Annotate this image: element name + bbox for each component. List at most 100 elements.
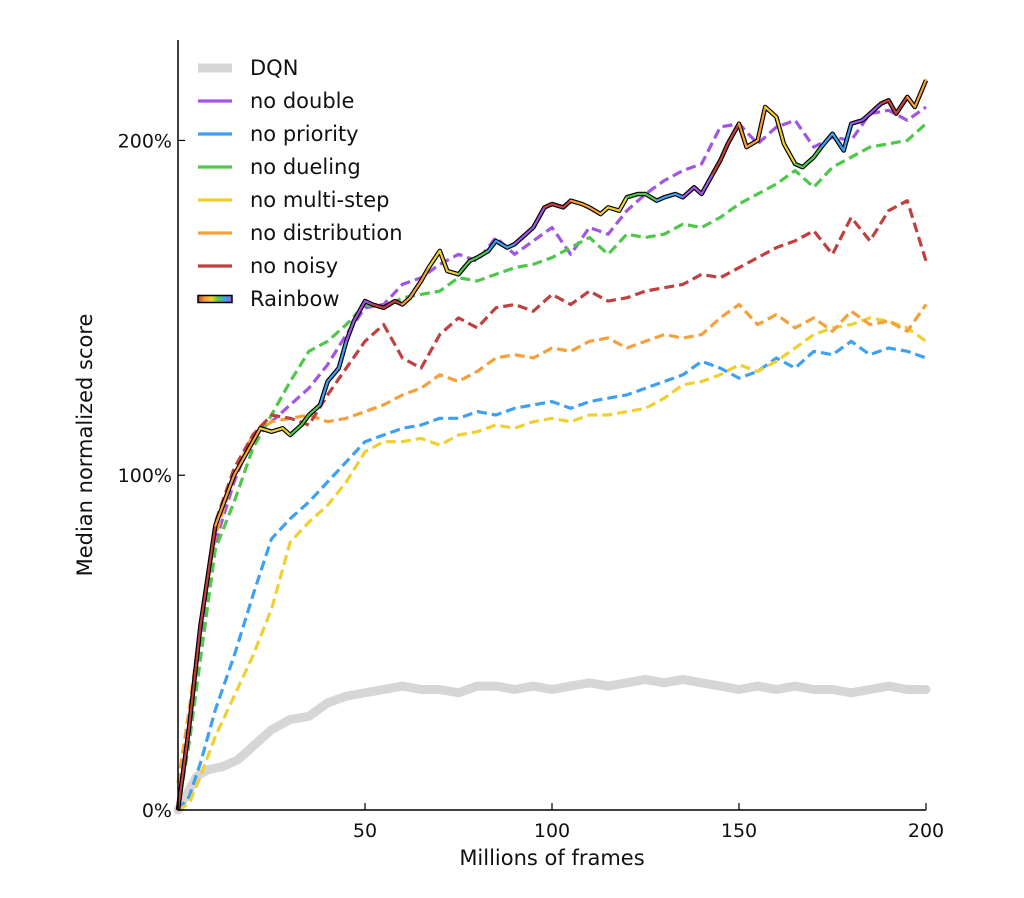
x-axis-title: Millions of frames [459, 846, 644, 870]
series-line [177, 316, 927, 812]
series-segment [393, 300, 404, 306]
series-segment [700, 172, 714, 196]
series-dqn [173, 674, 931, 815]
series-segment [580, 202, 591, 209]
series-segment [588, 206, 602, 216]
x-tick-label: 150 [721, 820, 757, 842]
series-segment [880, 99, 890, 105]
series-segment [214, 474, 236, 527]
series-line [173, 674, 931, 815]
legend-label: no multi-step [250, 188, 390, 212]
series-segment [506, 243, 516, 249]
series-segment [569, 199, 584, 206]
series-segment [644, 192, 658, 202]
series-segment [693, 186, 703, 196]
series-line [176, 339, 927, 812]
series-segment [681, 186, 696, 199]
series-no-priority [176, 339, 927, 812]
series-segment [199, 524, 217, 627]
axes: 50 100 150 200 0% 100% 200% [118, 40, 944, 842]
y-tick-label: 0% [142, 800, 172, 822]
plot-area [173, 79, 931, 815]
legend-item-rainbow: Rainbow [197, 287, 340, 311]
series-segment [259, 427, 273, 433]
legend-item-no-dueling: no dueling [198, 155, 361, 179]
series-segment [176, 725, 191, 812]
series-segment [894, 95, 909, 115]
x-tick-label: 50 [353, 820, 377, 842]
series-segment [468, 256, 479, 263]
series-segment [625, 192, 640, 199]
series-segment [599, 206, 610, 216]
series-segment [764, 105, 778, 119]
series-segment [326, 366, 340, 383]
series-rainbow [175, 79, 929, 812]
series-segment [446, 269, 460, 276]
series-segment [861, 112, 872, 122]
series-segment [745, 139, 759, 149]
series-segment [382, 300, 397, 309]
series-segment [782, 142, 797, 165]
series-segment [562, 199, 572, 209]
series-segment [913, 79, 928, 109]
series-segment [887, 99, 898, 115]
y-axis-title: Median normalized score [73, 314, 97, 577]
series-segment [476, 249, 490, 259]
series-no-multi-step [177, 316, 927, 812]
series-segment [281, 427, 292, 437]
series-segment [775, 115, 785, 145]
legend-item-no-double: no double [198, 89, 354, 113]
series-line [176, 199, 928, 804]
series-segment [820, 132, 834, 149]
series-segment [363, 300, 374, 306]
series-segment [352, 300, 367, 323]
series-segment [719, 142, 729, 162]
series-segment [711, 159, 722, 176]
series-segment [618, 196, 628, 212]
legend-label: no noisy [250, 254, 338, 278]
legend-label: DQN [250, 56, 298, 80]
series-segment [737, 122, 748, 149]
series-segment [831, 132, 845, 152]
legend-label: no distribution [250, 221, 403, 245]
y-tick-label: 100% [118, 465, 172, 487]
series-segment [319, 380, 329, 407]
series-segment [270, 427, 284, 433]
legend-label: no priority [250, 122, 359, 146]
legend-swatch [197, 294, 233, 304]
series-segment [427, 249, 441, 269]
series-segment [606, 206, 621, 212]
series-segment [812, 146, 823, 159]
series-line [176, 105, 927, 811]
legend-label: no double [250, 89, 354, 113]
series-segment [793, 162, 804, 169]
series-segment [307, 403, 322, 417]
y-ticks: 0% 100% 200% [118, 130, 185, 822]
series-segment [674, 192, 685, 199]
series-segment [233, 440, 254, 477]
series-segment [513, 233, 527, 246]
y-tick-label: 200% [118, 130, 172, 152]
series-segment [906, 95, 916, 109]
series-segment [543, 202, 554, 209]
series-segment [663, 192, 677, 199]
legend-item-no-noisy: no noisy [198, 254, 338, 278]
x-ticks: 50 100 150 200 [353, 803, 944, 842]
series-segment [408, 279, 423, 299]
series-no-noisy [176, 199, 928, 804]
legend-item-no-priority: no priority [198, 122, 359, 146]
series-no-double [176, 105, 927, 811]
series-segment [801, 156, 815, 169]
series-segment [438, 249, 449, 273]
series-segment [550, 202, 565, 209]
series-segment [289, 423, 303, 437]
x-tick-label: 200 [908, 820, 944, 842]
series-segment [868, 102, 883, 115]
series-no-dueling [176, 122, 928, 811]
series-segment [457, 259, 471, 276]
legend-item-no-multi-step: no multi-step [198, 188, 390, 212]
series-segment [401, 296, 411, 306]
series-segment [842, 122, 853, 152]
series-segment [420, 266, 430, 283]
